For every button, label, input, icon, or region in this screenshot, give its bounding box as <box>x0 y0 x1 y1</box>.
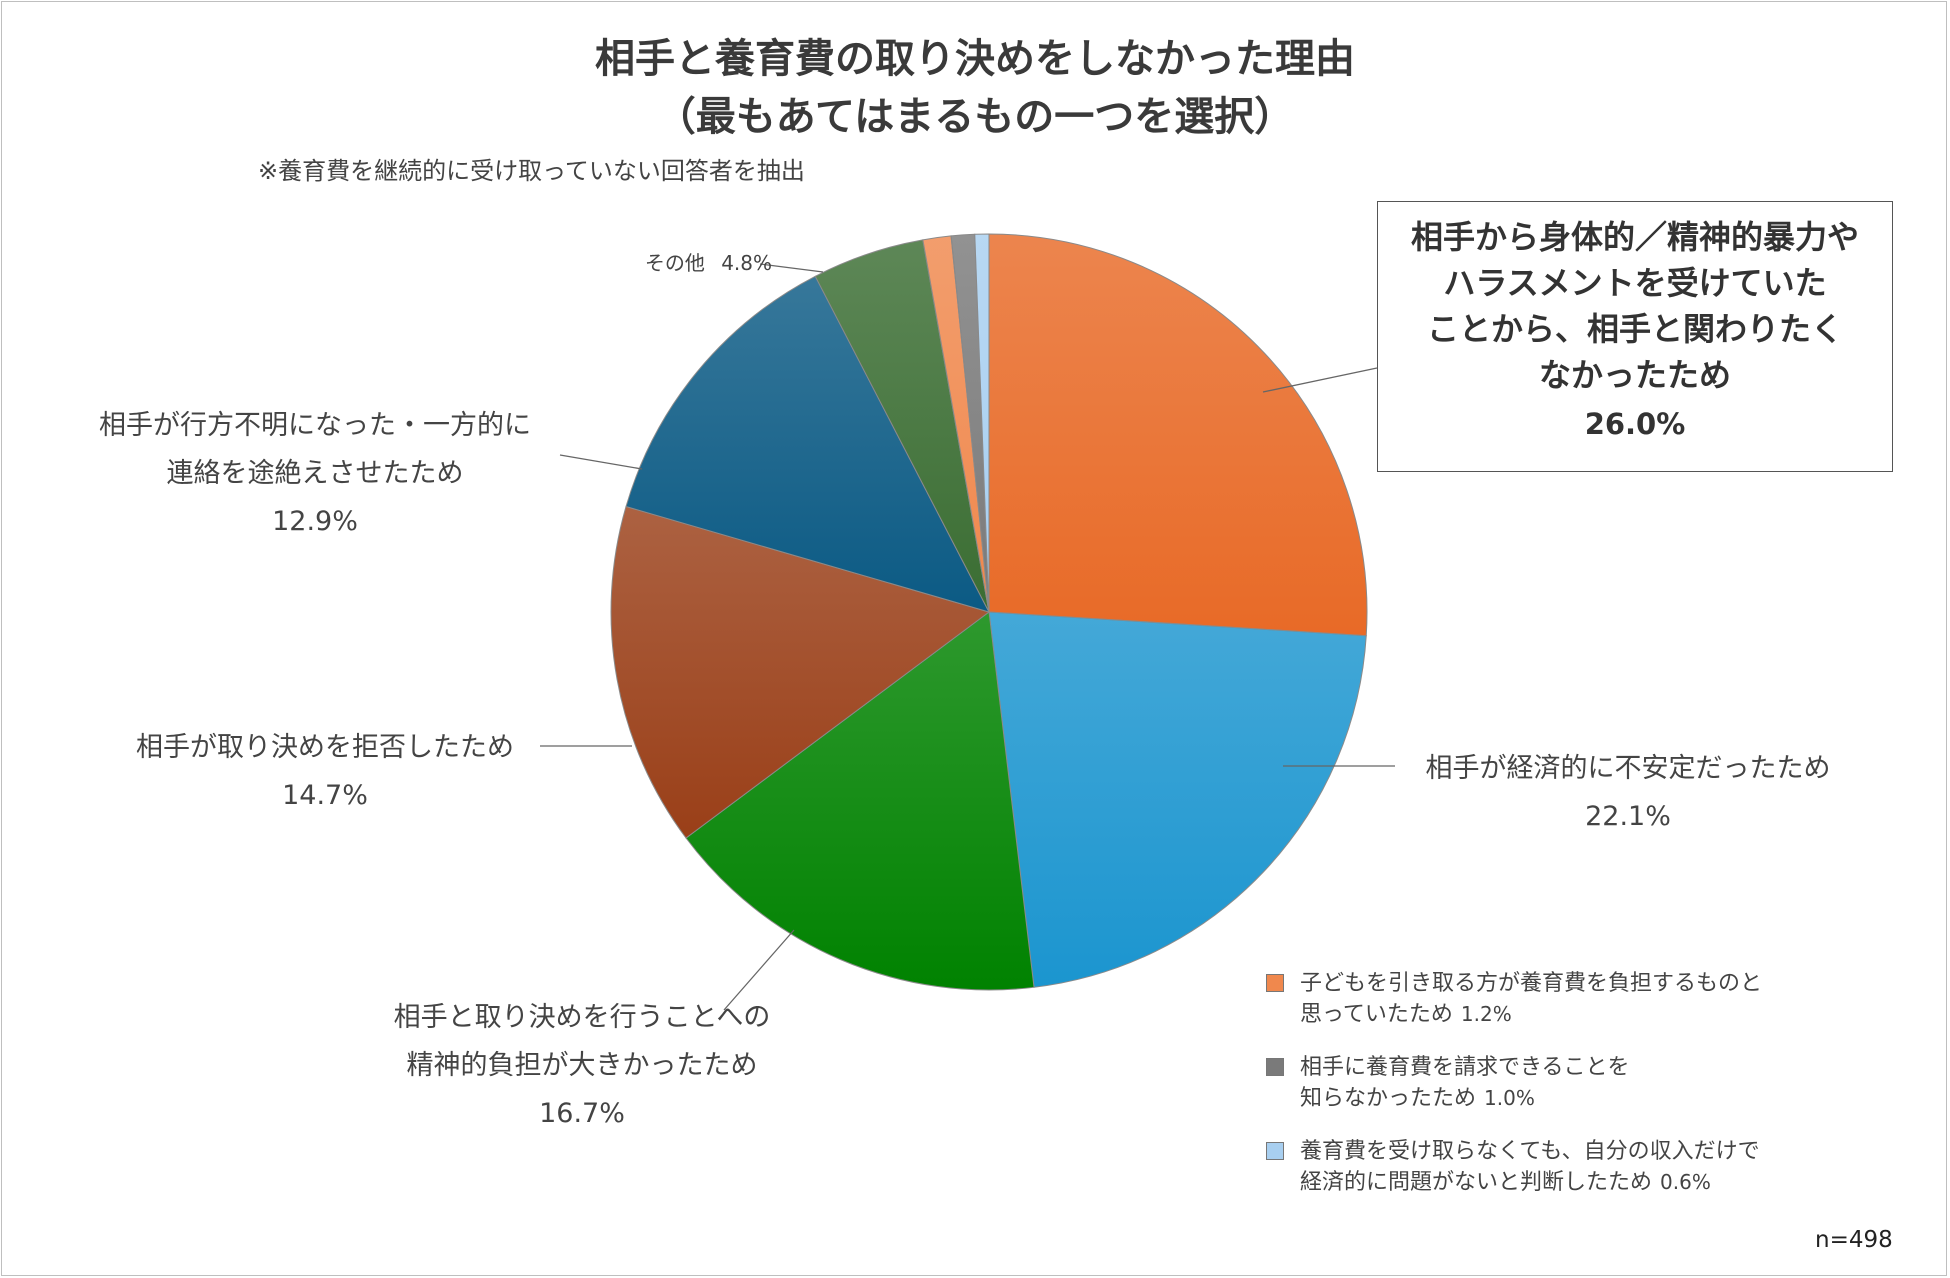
label-refuse-text: 相手が取り決めを拒否したため <box>136 732 514 763</box>
label-missing: 相手が行方不明になった・一方的に 連絡を途絶えさせたため 12.9% <box>60 402 570 546</box>
label-refuse-percent: 14.7% <box>282 780 368 811</box>
label-other: その他 4.8% <box>612 240 772 286</box>
label-econ: 相手が経済的に不安定だったため 22.1% <box>1388 745 1868 841</box>
label-violence-line1: 相手から身体的／精神的暴力や <box>1410 218 1859 256</box>
legend-swatch-3 <box>1266 1142 1284 1160</box>
chart-subtitle: （最もあてはまるもの一つを選択） <box>655 94 1295 140</box>
legend-line1-2: 相手に養育費を請求できることを <box>1300 1055 1630 1080</box>
legend-line1-1: 子どもを引き取る方が養育費を負担するものと <box>1300 971 1763 996</box>
label-missing-line2: 連絡を途絶えさせたため <box>166 458 464 489</box>
legend-value-1: 1.2% <box>1460 1002 1512 1026</box>
label-burden: 相手と取り決めを行うことへの 精神的負担が大きかったため 16.7% <box>352 994 812 1138</box>
legend-text-1: 子どもを引き取る方が養育費を負担するものと 思っていたため 1.2% <box>1300 968 1860 1030</box>
pie-slice-refuse <box>610 505 991 839</box>
pie-slice-violence <box>988 233 1368 637</box>
legend-line2-1: 思っていたため <box>1300 1002 1453 1027</box>
legend-line2-3: 経済的に問題がないと判断したため <box>1300 1170 1653 1195</box>
chart-title: 相手と養育費の取り決めをしなかった理由 <box>595 36 1355 82</box>
leader-line-burden <box>723 929 795 1011</box>
pie-slice-econ <box>988 611 1367 988</box>
label-burden-line1: 相手と取り決めを行うことへの <box>393 1002 771 1033</box>
legend-line1-3: 養育費を受け取らなくても、自分の収入だけで <box>1300 1139 1760 1164</box>
leader-line-missing <box>559 454 643 470</box>
label-violence-percent: 26.0% <box>1584 407 1686 441</box>
label-other-text: その他 <box>644 251 705 275</box>
label-violence-line4: なかったため <box>1538 356 1731 394</box>
legend-swatch-2 <box>1266 1058 1284 1076</box>
pie-slice-missing <box>625 275 990 613</box>
legend-value-3: 0.6% <box>1660 1170 1711 1194</box>
label-violence-line3: ことから、相手と関わりたく <box>1426 310 1843 348</box>
legend-text-2: 相手に養育費を請求できることを 知らなかったため 1.0% <box>1300 1052 1860 1114</box>
label-other-percent: 4.8% <box>721 251 772 275</box>
label-burden-line2: 精神的負担が大きかったため <box>406 1050 758 1081</box>
callout-violence: 相手から身体的／精神的暴力や ハラスメントを受けていた ことから、相手と関わりた… <box>1377 201 1893 472</box>
leader-line-violence <box>1262 367 1378 393</box>
pie-slice-burden <box>685 611 1035 991</box>
label-refuse: 相手が取り決めを拒否したため 14.7% <box>105 724 545 820</box>
sample-note: ※養育費を継続的に受け取っていない回答者を抽出 <box>258 157 805 185</box>
label-missing-percent: 12.9% <box>272 506 358 537</box>
sample-size: n=498 <box>1815 1227 1893 1253</box>
leader-line-other <box>759 263 824 273</box>
label-violence-line2: ハラスメントを受けていた <box>1443 264 1827 302</box>
label-missing-line1: 相手が行方不明になった・一方的に <box>99 410 531 441</box>
legend-value-2: 1.0% <box>1484 1086 1535 1110</box>
legend-line2-2: 知らなかったため <box>1300 1086 1477 1111</box>
legend-text-3: 養育費を受け取らなくても、自分の収入だけで 経済的に問題がないと判断したため 0.… <box>1300 1136 1860 1198</box>
label-econ-percent: 22.1% <box>1585 801 1671 832</box>
label-burden-percent: 16.7% <box>539 1098 625 1129</box>
label-econ-text: 相手が経済的に不安定だったため <box>1425 753 1831 784</box>
pie-slice-no-need <box>974 233 990 613</box>
legend-swatch-1 <box>1266 974 1284 992</box>
